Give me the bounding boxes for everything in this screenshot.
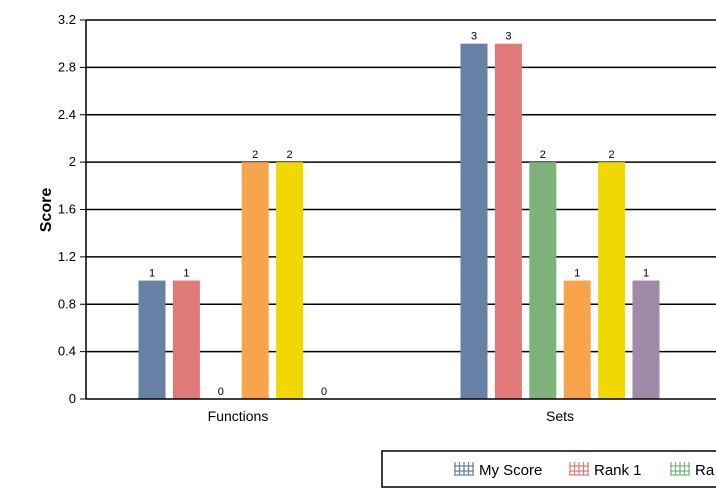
data-label: 2 bbox=[540, 149, 546, 161]
legend-item: Rank 1 bbox=[569, 462, 642, 479]
y-tick-label: 2.4 bbox=[58, 107, 76, 122]
bar bbox=[563, 280, 591, 399]
y-tick-label: 0 bbox=[69, 391, 76, 406]
legend: My Score Rank 1 Ra bbox=[381, 450, 716, 488]
data-label: 0 bbox=[321, 386, 327, 398]
category-labels: Functions Sets bbox=[208, 408, 574, 424]
legend-item: Ra bbox=[670, 462, 715, 479]
legend-swatch bbox=[670, 462, 690, 476]
bar bbox=[494, 43, 522, 399]
bar bbox=[138, 280, 166, 399]
data-labels: 1 1 0 2 2 0 3 3 2 1 2 1 bbox=[149, 31, 649, 398]
y-tick-label: 0.4 bbox=[58, 344, 76, 359]
y-tick-labels: 0 0.4 0.8 1.2 1.6 2 2.4 2.8 3.2 bbox=[58, 12, 86, 406]
bar bbox=[529, 162, 557, 399]
y-tick-label: 3.2 bbox=[58, 12, 76, 27]
y-tick-label: 1.6 bbox=[58, 202, 76, 217]
legend-swatch bbox=[569, 462, 589, 476]
data-label: 1 bbox=[574, 268, 580, 280]
legend-item: My Score bbox=[454, 462, 542, 479]
bars bbox=[138, 43, 660, 399]
data-label: 1 bbox=[183, 268, 189, 280]
y-tick-label: 1.2 bbox=[58, 249, 76, 264]
y-tick-label: 2.8 bbox=[58, 59, 76, 74]
data-label: 2 bbox=[252, 149, 258, 161]
bar bbox=[632, 280, 660, 399]
category-label: Functions bbox=[208, 408, 269, 424]
data-label: 0 bbox=[218, 386, 224, 398]
data-label: 3 bbox=[505, 31, 511, 43]
data-label: 2 bbox=[287, 149, 293, 161]
data-label: 1 bbox=[149, 268, 155, 280]
bar bbox=[598, 162, 626, 399]
y-tick-label: 2 bbox=[69, 154, 76, 169]
y-axis-label: Score bbox=[38, 188, 55, 233]
data-label: 2 bbox=[609, 149, 615, 161]
data-label: 3 bbox=[471, 31, 477, 43]
category-label: Sets bbox=[546, 408, 574, 424]
legend-label: Ra bbox=[695, 462, 715, 479]
legend-label: My Score bbox=[479, 462, 542, 479]
bar bbox=[276, 162, 304, 399]
bar bbox=[460, 43, 488, 399]
bar bbox=[241, 162, 269, 399]
legend-box bbox=[381, 450, 716, 488]
legend-label: Rank 1 bbox=[594, 462, 642, 479]
legend-swatch bbox=[454, 462, 474, 476]
bar bbox=[172, 280, 200, 399]
data-label: 1 bbox=[643, 268, 649, 280]
y-tick-label: 0.8 bbox=[58, 296, 76, 311]
